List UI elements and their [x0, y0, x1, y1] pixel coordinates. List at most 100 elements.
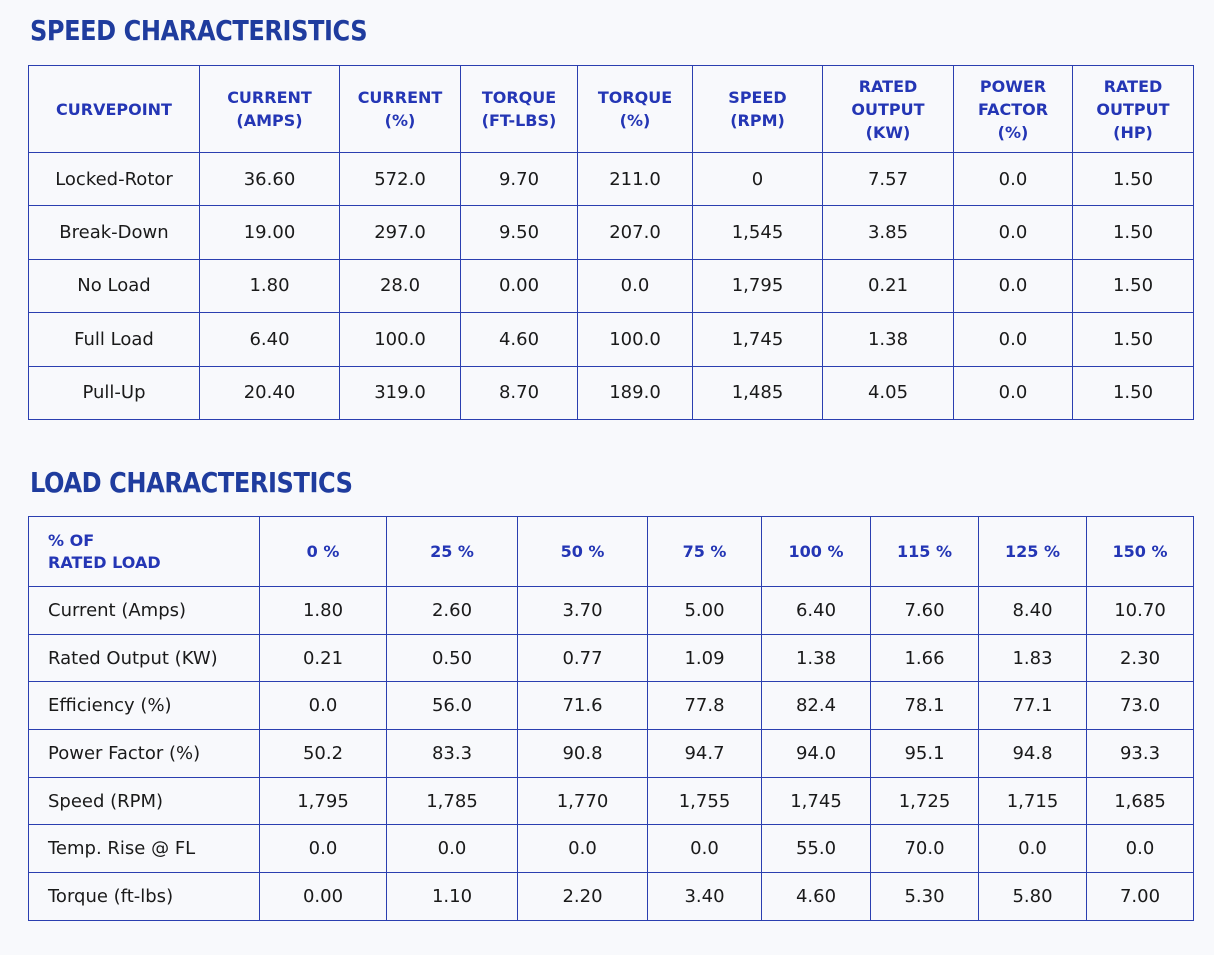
load-cell: 95.1: [870, 729, 979, 778]
speed-row-label: Locked-Rotor: [28, 151, 200, 207]
header-load-115: 115 %: [870, 516, 979, 587]
speed-cell: 189.0: [577, 365, 693, 420]
header-percent-rated-load: % OF RATED LOAD: [28, 516, 260, 587]
speed-cell: 572.0: [339, 151, 461, 207]
load-cell: 73.0: [1086, 681, 1194, 731]
header-load-100: 100 %: [761, 516, 871, 587]
load-cell: 3.70: [517, 586, 648, 635]
speed-header-row: CURVEPOINT CURRENT (AMPS) CURRENT (%) TO…: [28, 65, 1194, 153]
speed-cell: 9.70: [460, 151, 578, 207]
load-row-label: Rated Output (KW): [28, 633, 260, 683]
load-row-rated-output-kw: Rated Output (KW) 0.21 0.50 0.77 1.09 1.38 1.6…: [28, 633, 1194, 683]
load-cell: 56.0: [386, 681, 518, 731]
load-cell: 4.60: [761, 872, 871, 921]
load-cell: 0.0: [259, 824, 387, 874]
speed-cell: 0.0: [577, 258, 693, 314]
speed-cell: 1,545: [692, 205, 823, 260]
header-current-amps: CURRENT (AMPS): [199, 65, 340, 153]
speed-cell: 1.50: [1072, 258, 1194, 314]
speed-cell: 0.00: [460, 258, 578, 314]
load-cell: 2.30: [1086, 633, 1194, 683]
load-cell: 2.60: [386, 586, 518, 635]
speed-cell: 319.0: [339, 365, 461, 420]
load-cell: 78.1: [870, 681, 979, 731]
load-row-temp-rise-fl: Temp. Rise @ FL 0.0 0.0 0.0 0.0 55.0 70.0 0.0 0.…: [28, 824, 1194, 874]
speed-cell: 100.0: [577, 312, 693, 367]
load-cell: 2.20: [517, 872, 648, 921]
load-row-efficiency: Efficiency (%) 0.0 56.0 71.6 77.8 82.4 78.1 77.…: [28, 681, 1194, 731]
speed-cell: 0: [692, 151, 823, 207]
load-cell: 1.10: [386, 872, 518, 921]
speed-cell: 4.60: [460, 312, 578, 367]
load-cell: 5.30: [870, 872, 979, 921]
speed-row-full-load: Full Load 6.40 100.0 4.60 100.0 1,745 1.38 0.0 1…: [28, 312, 1194, 367]
speed-cell: 297.0: [339, 205, 461, 260]
speed-cell: 207.0: [577, 205, 693, 260]
speed-row-no-load: No Load 1.80 28.0 0.00 0.0 1,795 0.21 0.0 1.50: [28, 258, 1194, 314]
load-characteristics-title: LOAD CHARACTERISTICS: [30, 466, 353, 499]
load-cell: 90.8: [517, 729, 648, 778]
speed-row-break-down: Break-Down 19.00 297.0 9.50 207.0 1,545 3.85 0.…: [28, 205, 1194, 260]
load-cell: 1.09: [647, 633, 762, 683]
load-row-speed-rpm: Speed (RPM) 1,795 1,785 1,770 1,755 1,745 1,72…: [28, 776, 1194, 826]
speed-cell: 0.0: [953, 205, 1073, 260]
speed-cell: 8.70: [460, 365, 578, 420]
header-curvepoint: CURVEPOINT: [28, 65, 200, 153]
header-load-125: 125 %: [978, 516, 1087, 587]
speed-row-label: Break-Down: [28, 205, 200, 260]
speed-row-label: No Load: [28, 258, 200, 314]
load-cell: 1,725: [870, 776, 979, 826]
speed-characteristics-table: CURVEPOINT CURRENT (AMPS) CURRENT (%) TO…: [28, 65, 1194, 420]
header-power-factor: POWER FACTOR (%): [953, 65, 1073, 153]
load-row-label: Current (Amps): [28, 586, 260, 635]
header-torque-percent: TORQUE (%): [577, 65, 693, 153]
speed-cell: 1.50: [1072, 205, 1194, 260]
load-row-label: Temp. Rise @ FL: [28, 824, 260, 874]
load-cell: 0.77: [517, 633, 648, 683]
load-cell: 70.0: [870, 824, 979, 874]
speed-cell: 20.40: [199, 365, 340, 420]
speed-cell: 9.50: [460, 205, 578, 260]
load-cell: 83.3: [386, 729, 518, 778]
speed-cell: 7.57: [822, 151, 954, 207]
load-cell: 7.00: [1086, 872, 1194, 921]
load-cell: 1.66: [870, 633, 979, 683]
load-cell: 71.6: [517, 681, 648, 731]
speed-cell: 1,485: [692, 365, 823, 420]
load-cell: 0.0: [259, 681, 387, 731]
speed-cell: 28.0: [339, 258, 461, 314]
load-cell: 82.4: [761, 681, 871, 731]
load-cell: 94.8: [978, 729, 1087, 778]
header-current-percent: CURRENT (%): [339, 65, 461, 153]
speed-cell: 0.0: [953, 151, 1073, 207]
speed-cell: 4.05: [822, 365, 954, 420]
speed-cell: 0.21: [822, 258, 954, 314]
speed-cell: 1.80: [199, 258, 340, 314]
load-cell: 1.83: [978, 633, 1087, 683]
load-cell: 0.0: [386, 824, 518, 874]
speed-cell: 100.0: [339, 312, 461, 367]
header-torque-ftlbs: TORQUE (FT-LBS): [460, 65, 578, 153]
speed-cell: 1.50: [1072, 365, 1194, 420]
speed-cell: 1,795: [692, 258, 823, 314]
load-row-label: Torque (ft-lbs): [28, 872, 260, 921]
speed-row-pull-up: Pull-Up 20.40 319.0 8.70 189.0 1,485 4.05 0.0 1.…: [28, 365, 1194, 420]
load-cell: 5.80: [978, 872, 1087, 921]
load-cell: 1,795: [259, 776, 387, 826]
load-cell: 0.00: [259, 872, 387, 921]
load-cell: 77.8: [647, 681, 762, 731]
load-row-label: Power Factor (%): [28, 729, 260, 778]
load-cell: 0.21: [259, 633, 387, 683]
speed-cell: 211.0: [577, 151, 693, 207]
load-cell: 1,715: [978, 776, 1087, 826]
load-cell: 10.70: [1086, 586, 1194, 635]
load-row-torque-ft-lbs: Torque (ft-lbs) 0.00 1.10 2.20 3.40 4.60 5.30 5…: [28, 872, 1194, 921]
speed-cell: 3.85: [822, 205, 954, 260]
load-cell: 77.1: [978, 681, 1087, 731]
load-cell: 93.3: [1086, 729, 1194, 778]
load-cell: 1.38: [761, 633, 871, 683]
speed-cell: 1.50: [1072, 312, 1194, 367]
load-cell: 6.40: [761, 586, 871, 635]
load-cell: 5.00: [647, 586, 762, 635]
load-cell: 1.80: [259, 586, 387, 635]
